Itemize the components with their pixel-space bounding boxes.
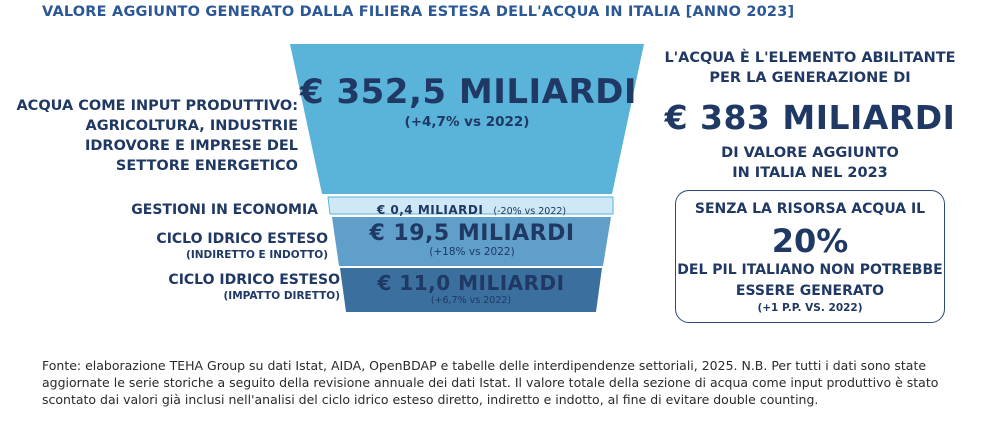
segment-water-change: (+4,7% vs 2022) <box>404 114 530 130</box>
gdp-share-box: SENZA LA RISORSA ACQUA IL 20% DEL PIL IT… <box>675 190 945 323</box>
label-ciclo-diretto-sub: (IMPATTO DIRETTO) <box>223 290 340 302</box>
segment-gestioni-change: (-20% vs 2022) <box>493 206 567 217</box>
funnel-segment-diretto <box>340 268 602 312</box>
label-water-line: AGRICOLTURA, INDUSTRIE <box>85 118 298 134</box>
summary-line: DI VALORE AGGIUNTO <box>721 145 899 161</box>
summary-line: IN ITALIA NEL 2023 <box>732 165 888 181</box>
segment-diretto-text: € 11,0 MILIARDI (+6,7% vs 2022) <box>342 271 600 306</box>
gdp-share-percent: 20% <box>771 222 849 260</box>
label-ciclo-indiretto-sub: (INDIRETTO E INDOTTO) <box>186 249 328 261</box>
label-ciclo-diretto: CICLO IDRICO ESTESO (IMPATTO DIRETTO) <box>168 272 340 302</box>
label-ciclo-indiretto-title: CICLO IDRICO ESTESO <box>156 231 328 247</box>
summary-block: L'ACQUA È L'ELEMENTO ABILITANTE PER LA G… <box>660 48 960 183</box>
segment-indiretto-text: € 19,5 MILIARDI (+18% vs 2022) <box>334 221 610 258</box>
summary-line: PER LA GENERAZIONE DI <box>709 70 911 86</box>
source-footnote: Fonte: elaborazione TEHA Group su dati I… <box>42 358 939 407</box>
funnel-segment-indiretto <box>332 217 611 266</box>
summary-line: L'ACQUA È L'ELEMENTO ABILITANTE <box>664 50 956 66</box>
label-ciclo-diretto-title: CICLO IDRICO ESTESO <box>168 272 340 288</box>
label-water-line: SETTORE ENERGETICO <box>115 158 298 174</box>
page-title: VALORE AGGIUNTO GENERATO DALLA FILIERA E… <box>42 4 795 20</box>
label-gestioni: GESTIONI IN ECONOMIA <box>131 202 318 218</box>
gdp-box-line: DEL PIL ITALIANO NON POTREBBE <box>677 262 943 278</box>
segment-water-value: € 352,5 MILIARDI <box>300 72 638 112</box>
gdp-box-line: SENZA LA RISORSA ACQUA IL <box>694 201 926 217</box>
funnel-segment-gestioni <box>327 196 614 215</box>
gdp-box-line: ESSERE GENERATO <box>735 283 885 299</box>
label-ciclo-indiretto: CICLO IDRICO ESTESO (INDIRETTO E INDOTTO… <box>156 231 328 261</box>
funnel-segment-water <box>290 44 644 194</box>
segment-water-text: € 352,5 MILIARDI (+4,7% vs 2022) <box>300 72 638 130</box>
segment-diretto-value: € 11,0 MILIARDI <box>377 271 565 295</box>
segment-diretto-change: (+6,7% vs 2022) <box>430 295 512 306</box>
label-water-line: ACQUA COME INPUT PRODUTTIVO: <box>16 98 298 114</box>
segment-indiretto-change: (+18% vs 2022) <box>429 246 515 258</box>
segment-gestioni-text: € 0,4 MILIARDI (-20% vs 2022) <box>330 199 613 218</box>
segment-indiretto-value: € 19,5 MILIARDI <box>369 221 575 246</box>
summary-total-value: € 383 MILIARDI <box>664 98 956 137</box>
label-water-input: ACQUA COME INPUT PRODUTTIVO: AGRICOLTURA… <box>16 96 298 176</box>
label-water-line: IDROVORE E IMPRESE DEL <box>85 138 298 154</box>
segment-gestioni-value: € 0,4 MILIARDI <box>376 203 484 217</box>
gdp-box-note: (+1 P.P. VS. 2022) <box>757 302 863 314</box>
